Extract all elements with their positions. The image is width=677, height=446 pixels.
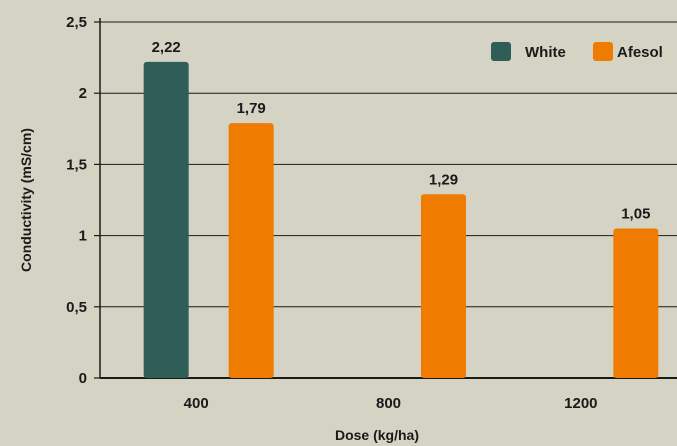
bar-afesol-1200 xyxy=(613,228,659,378)
y-tick-label: 1 xyxy=(79,228,87,245)
data-label: 1,05 xyxy=(621,205,650,222)
data-label: 1,29 xyxy=(429,171,458,188)
x-tick-label: 400 xyxy=(184,395,209,412)
x-tick-label: 1200 xyxy=(564,395,597,412)
y-tick-label: 0 xyxy=(79,370,87,387)
bar-afesol-800 xyxy=(421,194,466,378)
y-axis-title: Conductivity (mS/cm) xyxy=(18,128,34,272)
legend-label-afesol: Afesol xyxy=(617,44,663,61)
legend-swatch-afesol xyxy=(593,42,613,61)
bar-afesol-400 xyxy=(228,123,274,378)
x-tick-label: 800 xyxy=(376,395,401,412)
legend-label-white: White xyxy=(525,44,566,61)
y-tick-label: 1,5 xyxy=(66,156,87,173)
data-label: 1,79 xyxy=(237,100,266,117)
bar-white-400 xyxy=(143,61,189,378)
data-label: 2,22 xyxy=(152,39,181,56)
x-axis-title: Dose (kg/ha) xyxy=(335,427,419,443)
legend-swatch-white xyxy=(491,42,511,61)
y-tick-label: 2,5 xyxy=(66,14,87,31)
y-tick-label: 2 xyxy=(79,85,87,102)
y-tick-label: 0,5 xyxy=(66,299,87,316)
